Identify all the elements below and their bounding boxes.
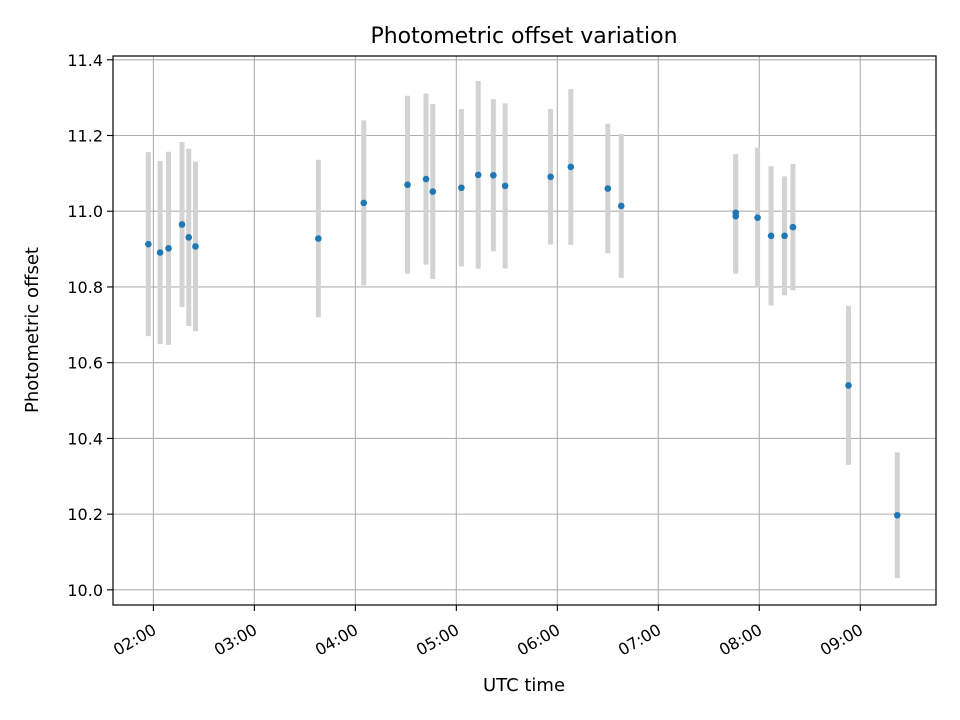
y-tick-label: 10.8 [67,278,103,297]
data-point [732,212,740,220]
data-point [178,221,186,228]
x-axis-label: UTC time [483,675,565,696]
data-point [404,181,411,189]
data-point [789,223,797,231]
data-point [547,173,554,181]
data-point [767,232,775,240]
data-point [567,163,575,171]
y-tick-label: 10.0 [67,581,103,600]
data-point [422,175,430,183]
data-point [185,234,193,241]
data-point [145,240,152,248]
grid-layer [113,56,936,605]
data-point [192,243,199,250]
data-point [429,188,437,195]
point-layer [145,163,901,519]
y-tick-label: 11.4 [67,51,103,70]
data-point [845,382,852,389]
data-point [490,171,497,179]
y-tick-label: 10.4 [67,429,103,448]
data-point [893,511,901,519]
data-point [156,249,164,256]
data-point [754,214,761,221]
data-point [315,235,322,242]
data-point [501,182,509,190]
data-point [458,184,465,192]
y-tick-label: 11.0 [67,202,103,221]
y-tick-label: 10.2 [67,505,103,524]
data-point [165,245,172,252]
data-point [617,202,625,210]
data-point [781,232,788,240]
plot-frame [112,55,937,606]
data-point [360,199,368,207]
y-tick-label: 11.2 [67,127,103,146]
data-point [474,171,482,179]
y-tick-label: 10.6 [67,354,103,373]
y-axis-label: Photometric offset [22,247,43,413]
chart-title: Photometric offset variation [370,24,677,49]
data-point [604,185,612,192]
y-axis-ticks: 10.0 10.2 10.4 10.6 10.8 11.0 11.2 11.4 [67,51,113,600]
